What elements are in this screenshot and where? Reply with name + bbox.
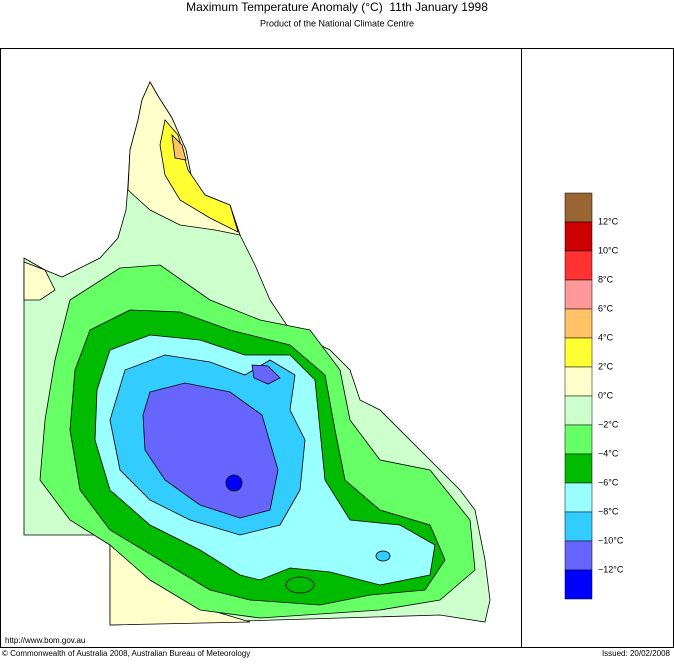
legend-swatch [564, 424, 593, 455]
legend-swatch [564, 482, 593, 513]
legend-swatch [564, 192, 593, 223]
legend-swatch [564, 250, 593, 281]
zone-minus4-6-south [285, 576, 315, 594]
legend-label: −8°C [598, 506, 619, 516]
legend-swatch [564, 569, 593, 600]
legend-swatch [564, 511, 593, 542]
zone-below-12 [225, 474, 243, 492]
legend-label: −4°C [598, 448, 619, 458]
zone-minus8-10-east [375, 550, 391, 562]
legend-label: 4°C [598, 332, 614, 342]
legend-label: 8°C [598, 274, 614, 284]
footer-url: http://www.bom.gov.au [5, 636, 85, 645]
legend-label: 2°C [598, 361, 614, 371]
legend-label: 0°C [598, 390, 614, 400]
legend-label: −2°C [598, 419, 619, 429]
zone-4-6 [171, 133, 187, 161]
legend-swatch [564, 221, 593, 252]
legend-swatch [564, 366, 593, 397]
legend-label: 6°C [598, 303, 614, 313]
legend: 12°C 10°C 8°C 6°C 4°C 2°C 0°C −2°C −4°C −6°C −8°C −… [564, 192, 624, 600]
legend-label: 12°C [598, 216, 619, 226]
legend-label: −6°C [598, 477, 619, 487]
subtitle: Product of the National Climate Centre [260, 18, 414, 28]
legend-label: −12°C [598, 564, 624, 574]
legend-swatch [564, 453, 593, 484]
legend-swatch [564, 337, 593, 368]
zone-0-2-west [23, 261, 56, 301]
legend-swatch [564, 395, 593, 426]
zone-minus10-12 [142, 382, 279, 519]
legend-swatch [564, 308, 593, 339]
zone-minus10-12-north [251, 364, 281, 385]
legend-label: 10°C [598, 245, 619, 255]
title: Maximum Temperature Anomaly (°C) 11th Ja… [186, 0, 488, 14]
legend-label: −10°C [598, 535, 624, 545]
footer-issued: Issued: 20/02/2008 [602, 649, 671, 658]
footer-copyright: © Commonwealth of Australia 2008, Austra… [2, 649, 250, 658]
map-contours [23, 81, 491, 626]
legend-swatch [564, 279, 593, 310]
legend-swatch [564, 540, 593, 571]
